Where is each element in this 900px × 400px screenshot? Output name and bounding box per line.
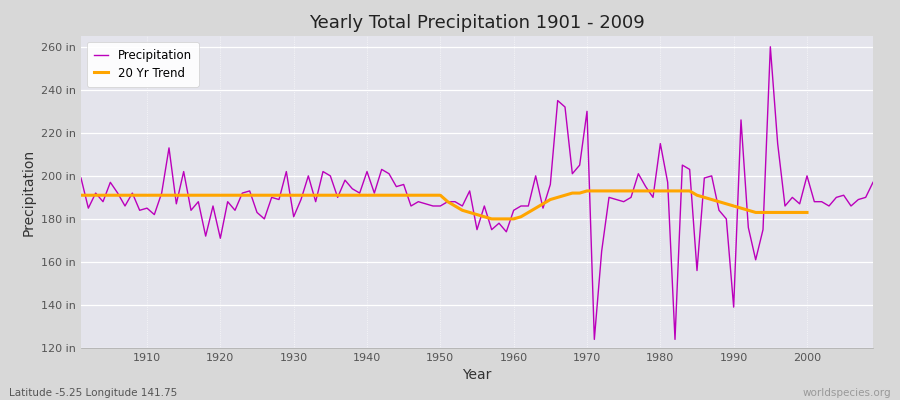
Precipitation	[604, 195, 615, 200]
Y-axis label: Precipitation: Precipitation	[22, 148, 36, 236]
Precipitation	[765, 44, 776, 49]
Text: Latitude -5.25 Longitude 141.75: Latitude -5.25 Longitude 141.75	[9, 388, 177, 398]
Precipitation	[339, 178, 350, 182]
20 Yr Trend	[244, 193, 255, 198]
Precipitation	[508, 208, 519, 213]
20 Yr Trend	[76, 193, 86, 198]
Legend: Precipitation, 20 Yr Trend: Precipitation, 20 Yr Trend	[87, 42, 199, 87]
Precipitation	[295, 197, 306, 202]
20 Yr Trend	[758, 210, 769, 215]
Line: 20 Yr Trend: 20 Yr Trend	[81, 191, 807, 219]
20 Yr Trend	[215, 193, 226, 198]
Precipitation	[501, 230, 512, 234]
20 Yr Trend	[802, 210, 813, 215]
Precipitation	[76, 176, 86, 180]
Title: Yearly Total Precipitation 1901 - 2009: Yearly Total Precipitation 1901 - 2009	[309, 14, 645, 32]
20 Yr Trend	[486, 216, 497, 221]
Line: Precipitation: Precipitation	[81, 47, 873, 339]
20 Yr Trend	[516, 214, 526, 219]
20 Yr Trend	[581, 188, 592, 193]
Precipitation	[134, 208, 145, 213]
Precipitation	[868, 180, 878, 185]
Text: worldspecies.org: worldspecies.org	[803, 388, 891, 398]
X-axis label: Year: Year	[463, 368, 491, 382]
20 Yr Trend	[450, 204, 461, 208]
Precipitation	[589, 337, 599, 342]
20 Yr Trend	[779, 210, 790, 215]
